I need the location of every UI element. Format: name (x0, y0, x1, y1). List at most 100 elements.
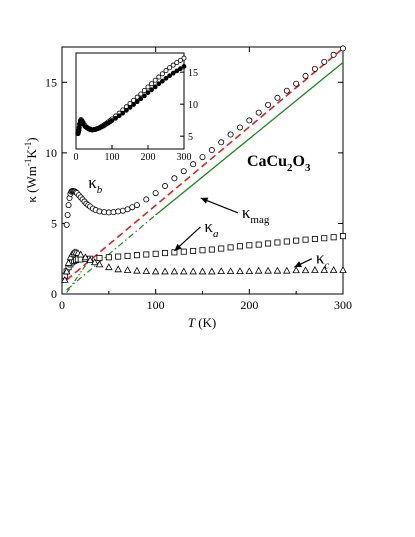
inset-data-point (152, 84, 158, 90)
data-point (339, 45, 346, 52)
data-point (105, 254, 112, 261)
main-annotations: κb κa κc κmag (88, 173, 329, 272)
data-point (246, 117, 253, 124)
data-point (198, 267, 207, 275)
data-point (96, 255, 103, 262)
inset-x-tick-label: 200 (141, 152, 156, 163)
x-tick-label: 0 (59, 298, 65, 312)
fit-line-dash-dot (66, 214, 157, 291)
data-point (254, 266, 263, 274)
inset-data-point (181, 64, 187, 69)
inset-data-point (113, 115, 118, 121)
data-point (339, 266, 347, 273)
data-point (273, 266, 282, 274)
data-point (171, 175, 178, 182)
data-point (329, 266, 338, 273)
inset-data-point (138, 91, 144, 97)
data-point (65, 202, 72, 209)
x-axis-title: T (K) (188, 315, 217, 330)
data-point (301, 266, 310, 274)
fit-line-dash (66, 47, 344, 281)
data-point (339, 233, 346, 240)
inset-data-point (124, 107, 129, 113)
data-point (302, 236, 309, 243)
inset-data-point (120, 110, 126, 116)
inset-data-point (167, 73, 172, 79)
data-point (283, 87, 290, 94)
inset-x-tick-label: 300 (177, 152, 192, 163)
inset-data-point (174, 68, 180, 74)
data-point (161, 267, 169, 275)
data-point (179, 267, 188, 275)
inset-data-point (152, 77, 158, 83)
data-point (180, 168, 187, 175)
annotation-kappa-mag: κmag (242, 203, 270, 226)
x-tick-label: 200 (240, 298, 258, 312)
data-point (90, 258, 99, 266)
data-point (321, 235, 328, 242)
data-point (151, 267, 160, 275)
series-circle (63, 45, 346, 228)
inset-data-point (167, 65, 173, 71)
compound-label: CaCu2O3 (247, 153, 311, 174)
data-point (218, 139, 225, 146)
inset-data-point (131, 102, 136, 107)
data-point (311, 235, 318, 242)
data-point (208, 246, 215, 253)
data-point (330, 234, 337, 241)
data-point (283, 238, 290, 245)
data-point (264, 266, 272, 274)
data-point (162, 250, 169, 257)
data-point (190, 161, 197, 168)
y-tick-label: 5 (51, 216, 57, 230)
annotation-arrowhead (174, 243, 182, 251)
fit-line-line (155, 62, 344, 216)
data-point (311, 266, 319, 273)
y-tick-label: 0 (51, 287, 57, 301)
x-tick-label: 300 (334, 298, 352, 312)
data-point (217, 267, 226, 275)
data-point (64, 259, 73, 266)
data-point (236, 267, 244, 275)
inset-data-point (181, 55, 187, 61)
main-fit-lines (66, 47, 344, 293)
inset-data-point (138, 96, 144, 102)
data-point (293, 237, 300, 244)
data-point (208, 147, 215, 154)
y-tick-label: 10 (45, 146, 57, 160)
data-point (245, 267, 254, 275)
series-triangle (61, 248, 347, 283)
data-point (63, 221, 70, 228)
inset-series-filled-circle (75, 64, 187, 137)
data-point (143, 196, 150, 203)
data-point (246, 242, 253, 249)
series-square (61, 233, 346, 279)
data-point (227, 244, 234, 251)
data-point (152, 250, 159, 257)
inset-y-tick-label: 5 (188, 132, 193, 143)
data-point (292, 266, 300, 274)
data-point (208, 267, 216, 275)
inset-data-point (145, 84, 151, 90)
data-point (61, 275, 69, 283)
data-point (86, 256, 94, 264)
data-point (227, 131, 234, 138)
data-point (190, 247, 197, 254)
data-point (199, 154, 206, 161)
data-point (199, 247, 206, 254)
inset-data-point (149, 81, 155, 87)
data-point (114, 265, 122, 273)
inset-data-point (156, 74, 162, 80)
inset-x-tick-label: 0 (74, 152, 79, 163)
data-point (152, 190, 159, 197)
data-point (302, 72, 309, 79)
data-point (133, 266, 141, 274)
inset-data-series (75, 55, 187, 137)
inset-data-point (178, 66, 183, 72)
data-point (321, 58, 328, 65)
inset-data-point (163, 68, 169, 74)
data-point (143, 251, 150, 258)
inset-axis-ticks: 0 100 200 300 5 10 15 (74, 68, 199, 163)
data-point (142, 267, 151, 275)
inset-data-point (170, 70, 176, 76)
